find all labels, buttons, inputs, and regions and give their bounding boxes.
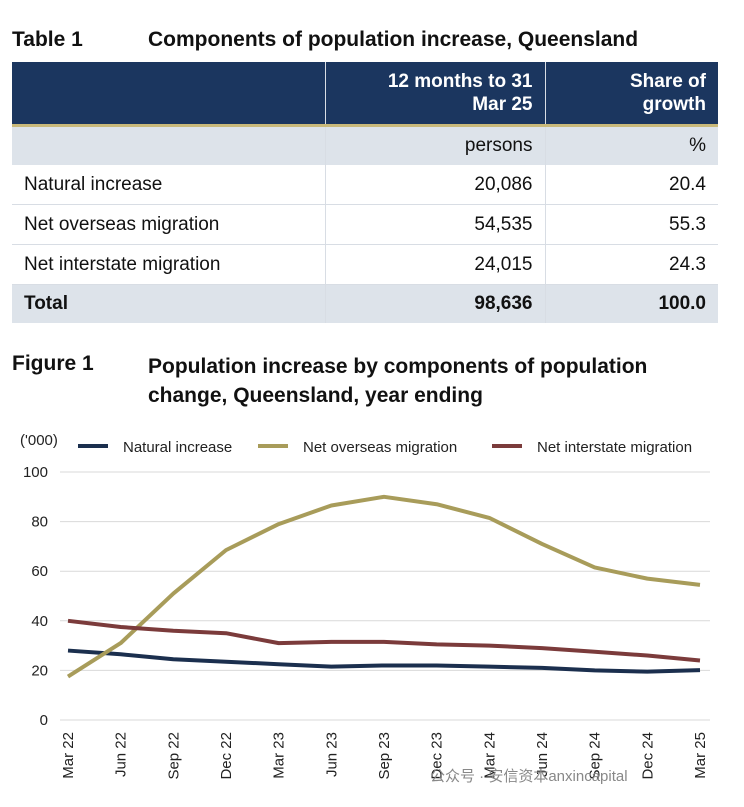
x-tick-label: Jun 24 [534,732,551,777]
series-line [67,618,701,663]
y-tick-label: 80 [31,514,48,531]
cell: 98,636 [325,284,546,323]
x-tick-label: Dec 23 [429,732,446,780]
x-tick-label: Dec 22 [218,732,235,780]
series-line [66,494,701,679]
legend-label: Net overseas migration [303,439,457,456]
figure-label: Figure 1 [12,352,94,375]
series-line [67,648,701,674]
table-title: Components of population increase, Queen… [148,28,639,51]
cell: 24.3 [545,244,718,285]
legend-label: Natural increase [123,439,232,456]
table: 12 months to 31 Mar 25 Share of growth pe… [12,62,718,323]
cell: Total [12,284,326,323]
x-tick-label: Mar 23 [271,732,288,779]
figure-title: Population increase by components of pop… [148,355,648,407]
watermark: 公众号 · 安信资本anxincapital [430,768,628,785]
cell: 55.3 [545,204,718,245]
y-tick-label: 20 [31,662,48,679]
cell: 20.4 [545,165,718,205]
cell: 24,015 [325,244,546,285]
col-header: Share of growth [545,62,718,127]
unit: persons [325,125,546,165]
table-label: Table 1 [12,28,83,51]
x-tick-label: Sep 22 [165,732,182,780]
cell: Net interstate migration [12,244,326,285]
x-tick-label: Mar 22 [60,732,77,779]
cell: Natural increase [12,165,326,205]
cell: 100.0 [545,284,718,323]
col-header: 12 months to 31 Mar 25 [325,62,546,127]
y-tick-label: 100 [23,464,48,481]
cell: 20,086 [325,165,546,205]
cell: Net overseas migration [12,204,326,245]
x-tick-label: Mar 25 [692,732,709,779]
y-unit: ('000) [20,432,58,449]
y-tick-label: 60 [31,563,48,580]
x-tick-label: Dec 24 [639,732,656,780]
x-tick-label: Sep 23 [376,732,393,780]
unit: % [545,125,718,165]
y-tick-label: 0 [40,712,48,729]
y-tick-label: 40 [31,613,48,630]
x-tick-label: Jun 23 [323,732,340,777]
cell: 54,535 [325,204,546,245]
legend-label: Net interstate migration [537,439,692,456]
x-tick-label: Jun 22 [113,732,130,777]
x-tick-label: Mar 24 [481,732,498,779]
x-tick-label: Sep 24 [587,732,604,780]
